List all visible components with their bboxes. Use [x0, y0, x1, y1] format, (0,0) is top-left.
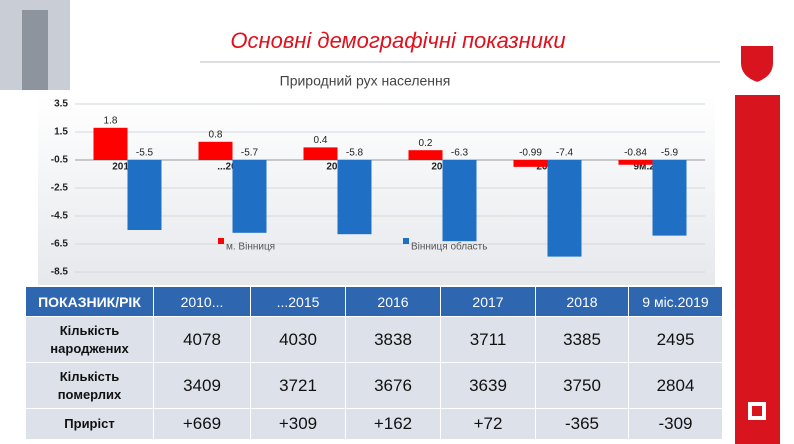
- y-tick-label: 3.5: [54, 99, 68, 110]
- table-cell: 3711: [440, 316, 536, 363]
- bar: [513, 160, 548, 167]
- bar: [547, 160, 582, 257]
- row-label: Приріст: [25, 408, 154, 440]
- header-cell: 9 міс.2019: [628, 286, 723, 317]
- data-label: -5.9: [661, 148, 679, 159]
- row-label: Кількість померлих: [25, 362, 154, 409]
- table-cell: -309: [628, 408, 723, 440]
- table-cell: -365: [535, 408, 629, 440]
- table-cell: 3838: [345, 316, 441, 363]
- data-label: 1.8: [104, 115, 118, 126]
- header-cell: 2010...: [153, 286, 251, 317]
- table-row: Кількість народжених 4078 4030 3838 3711 3385…: [25, 316, 723, 363]
- bar: [303, 147, 338, 160]
- header-row: ПОКАЗНИК/РІК 2010... ...2015 2016 2017 2018 9 …: [25, 286, 723, 317]
- table-cell: 3639: [440, 362, 536, 409]
- table-cell: 3385: [535, 316, 629, 363]
- y-tick-label: -6.5: [51, 239, 69, 250]
- table-cell: +72: [440, 408, 536, 440]
- data-label: -5.5: [136, 148, 154, 159]
- data-label: 0.4: [314, 135, 328, 146]
- table-row: Приріст +669 +309 +162 +72 -365 -309: [25, 408, 723, 440]
- table-cell: +162: [345, 408, 441, 440]
- icon: [752, 406, 762, 416]
- bar: [408, 150, 443, 160]
- y-tick-label: -2.5: [51, 183, 69, 194]
- legend-label: м. Вінниця: [226, 242, 275, 253]
- data-label: -0.84: [624, 148, 647, 159]
- data-label: 0.8: [209, 129, 223, 140]
- table-cell: 3750: [535, 362, 629, 409]
- side-bar: [735, 95, 780, 444]
- bar: [232, 160, 267, 233]
- data-label: -7.4: [556, 148, 574, 159]
- y-tick-label: -8.5: [51, 267, 69, 278]
- table-cell: 2495: [628, 316, 723, 363]
- bar: [442, 160, 477, 242]
- bar: [618, 160, 653, 165]
- bar: [337, 160, 372, 235]
- data-table: ПОКАЗНИК/РІК 2010... ...2015 2016 2017 2018 9 …: [25, 286, 723, 440]
- table-cell: 2804: [628, 362, 723, 409]
- table-cell: 3409: [153, 362, 251, 409]
- data-label: -0.99: [519, 148, 542, 159]
- row-label: Кількість народжених: [25, 316, 154, 363]
- data-label: -5.7: [241, 148, 259, 159]
- tower: [22, 10, 48, 90]
- header-cell: 2017: [440, 286, 536, 317]
- data-label: 0.2: [419, 138, 433, 149]
- table-cell: +309: [250, 408, 346, 440]
- y-tick-label: -0.5: [51, 155, 69, 166]
- header-cell: ПОКАЗНИК/РІК: [25, 286, 154, 317]
- header-cell: ...2015: [250, 286, 346, 317]
- table-cell: +669: [153, 408, 251, 440]
- bar: [127, 160, 162, 230]
- legend-swatch: [218, 238, 224, 244]
- table-cell: 3721: [250, 362, 346, 409]
- table-cell: 4078: [153, 316, 251, 363]
- legend-label: Вінниця область: [411, 241, 487, 253]
- slide-title: Основні демографічні показники: [230, 28, 565, 53]
- chart-title: Природний рух населення: [280, 73, 451, 89]
- header-cell: 2016: [345, 286, 441, 317]
- emblem: [739, 44, 775, 85]
- data-label: -5.8: [346, 148, 364, 159]
- table-cell: 3676: [345, 362, 441, 409]
- y-tick-label: -4.5: [51, 211, 69, 222]
- bar: [93, 127, 128, 160]
- table-cell: 4030: [250, 316, 346, 363]
- bar: [198, 141, 233, 160]
- data-label: -6.3: [451, 148, 469, 159]
- table-row: Кількість померлих 3409 3721 3676 3639 3750 28…: [25, 362, 723, 409]
- header-cell: 2018: [535, 286, 629, 317]
- legend-swatch: [403, 238, 409, 244]
- y-tick-label: 1.5: [54, 127, 68, 138]
- bar: [652, 160, 687, 236]
